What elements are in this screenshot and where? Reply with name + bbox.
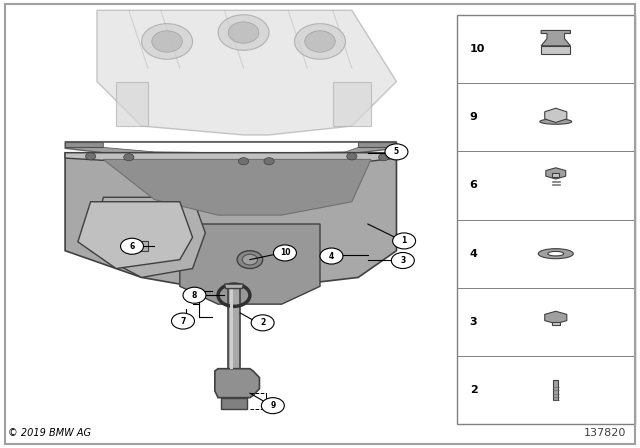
Polygon shape [65,153,396,164]
Ellipse shape [540,119,572,124]
Polygon shape [91,197,205,277]
Polygon shape [552,322,559,325]
Polygon shape [221,398,246,409]
Circle shape [251,315,274,331]
Circle shape [141,24,193,59]
Text: 3: 3 [400,256,406,265]
Text: 3: 3 [470,317,477,327]
Polygon shape [541,30,570,46]
Polygon shape [215,369,259,398]
Polygon shape [554,380,558,400]
Polygon shape [78,202,193,268]
Ellipse shape [538,249,573,258]
Circle shape [261,398,284,414]
Text: © 2019 BMW AG: © 2019 BMW AG [8,428,91,438]
Text: 9: 9 [470,112,477,122]
Circle shape [237,251,262,268]
Circle shape [305,31,335,52]
Circle shape [239,158,248,165]
Circle shape [393,233,415,249]
Polygon shape [230,286,233,369]
Polygon shape [546,168,566,179]
Circle shape [264,158,274,165]
Text: 2: 2 [260,319,265,327]
Polygon shape [97,10,396,135]
Circle shape [218,15,269,50]
Circle shape [124,154,134,161]
Polygon shape [225,284,244,289]
Text: 6: 6 [470,181,477,190]
Circle shape [385,144,408,160]
Polygon shape [358,142,396,147]
Polygon shape [228,286,241,369]
Text: 2: 2 [470,385,477,395]
Text: 8: 8 [192,291,197,300]
Text: 4: 4 [329,252,334,261]
Circle shape [183,287,206,303]
Polygon shape [545,311,567,324]
Circle shape [152,31,182,52]
Polygon shape [65,142,103,147]
Polygon shape [545,108,567,122]
Polygon shape [116,82,148,126]
Polygon shape [180,224,320,304]
Text: 10: 10 [280,249,290,258]
Circle shape [320,248,343,264]
Polygon shape [333,82,371,126]
Text: 9: 9 [270,401,275,410]
Text: 6: 6 [129,242,134,251]
Circle shape [347,153,357,160]
Polygon shape [103,142,358,153]
Text: 10: 10 [470,44,485,54]
Circle shape [120,238,143,254]
Polygon shape [140,241,148,251]
Text: 7: 7 [180,317,186,326]
Ellipse shape [548,251,564,256]
Polygon shape [103,159,371,215]
Polygon shape [552,173,559,177]
Polygon shape [65,142,396,158]
Circle shape [172,313,195,329]
Circle shape [273,245,296,261]
Circle shape [86,153,96,160]
Circle shape [392,253,414,268]
Circle shape [243,254,257,265]
Circle shape [294,24,346,59]
Polygon shape [457,15,636,424]
Polygon shape [541,46,570,54]
Circle shape [228,22,259,43]
Text: 4: 4 [470,249,477,258]
Circle shape [379,154,389,161]
Text: 5: 5 [394,147,399,156]
Text: 137820: 137820 [584,428,626,438]
Text: 1: 1 [401,237,407,246]
Polygon shape [65,153,396,286]
